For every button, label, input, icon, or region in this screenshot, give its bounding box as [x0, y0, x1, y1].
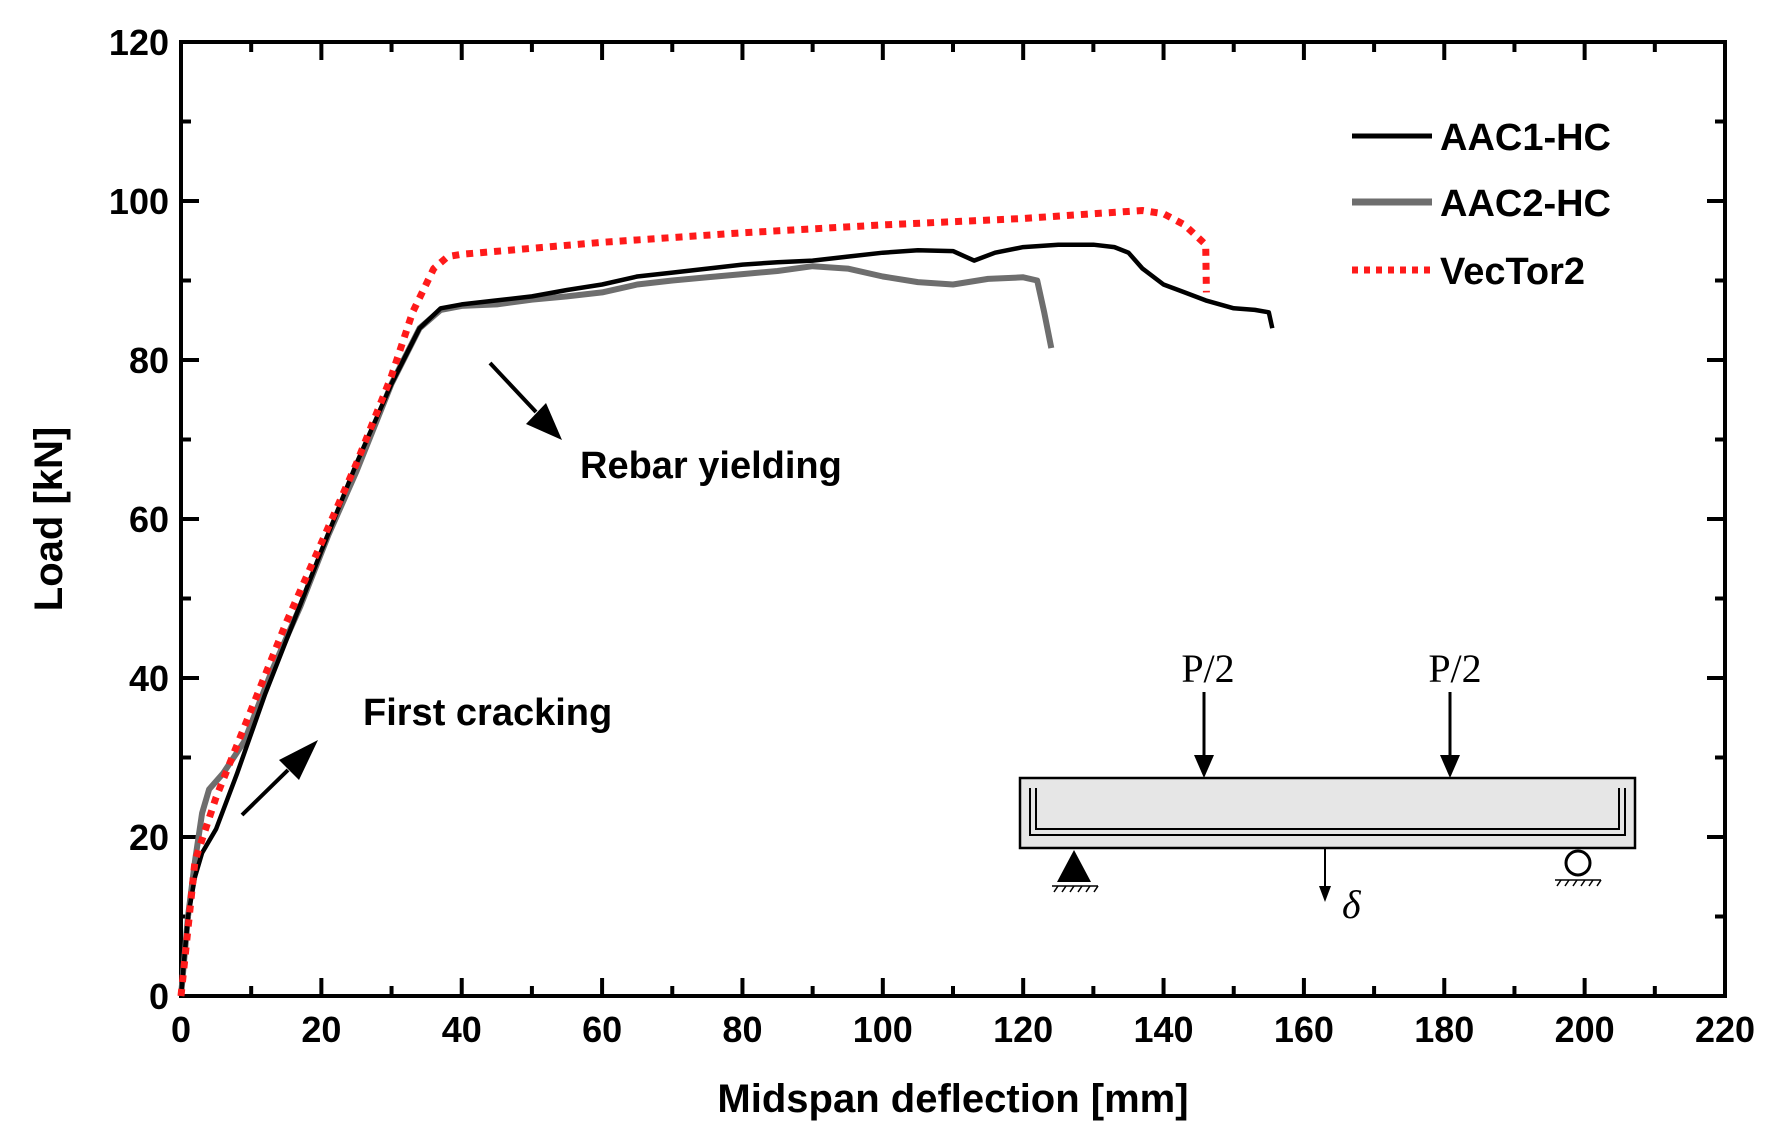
rebar-arrow-head — [526, 403, 562, 440]
x-tick-label: 100 — [853, 1009, 913, 1050]
legend-label-aac2: AAC2-HC — [1440, 183, 1611, 225]
crack-arrow-head — [279, 740, 318, 780]
beam-rebar — [1029, 788, 1626, 836]
annotation-rebar-yielding: Rebar yielding — [488, 361, 842, 487]
beam-schematic: P/2 P/2 δ — [1018, 646, 1637, 927]
y-tick-label: 60 — [129, 499, 169, 540]
load-arrow-right-head — [1440, 755, 1460, 778]
x-tick-label: 180 — [1414, 1009, 1474, 1050]
roller-support-icon — [1564, 849, 1592, 877]
pin-support-hatch — [1052, 885, 1099, 893]
x-tick-label: 20 — [301, 1009, 341, 1050]
x-tick-label: 0 — [171, 1009, 191, 1050]
y-tick-label: 120 — [109, 22, 169, 63]
legend: AAC1-HC AAC2-HC VecTor2 — [1352, 117, 1611, 293]
x-tick-label: 200 — [1555, 1009, 1615, 1050]
series-line-aac2-hc — [178, 263, 1055, 997]
y-tick-label: 80 — [129, 340, 169, 381]
annotation-first-cracking: First cracking — [240, 692, 612, 817]
legend-label-aac1: AAC1-HC — [1440, 117, 1611, 159]
x-tick-label: 160 — [1274, 1009, 1334, 1050]
x-tick-label: 80 — [722, 1009, 762, 1050]
y-tick-label: 40 — [129, 658, 169, 699]
x-tick-label: 220 — [1695, 1009, 1755, 1050]
pin-support-icon — [1057, 850, 1091, 882]
series-line-vector2 — [177, 207, 1210, 997]
y-tick-label: 20 — [129, 817, 169, 858]
beam-body — [1018, 776, 1637, 850]
tick-labels: 0 20 40 60 80 100 120 140 160 180 200 220 0 20 40 60 80 1… — [109, 22, 1755, 1050]
rebar-yielding-label: Rebar yielding — [580, 445, 842, 487]
x-tick-label: 60 — [582, 1009, 622, 1050]
load-arrow-left-head — [1194, 755, 1214, 778]
y-tick-label: 0 — [149, 976, 169, 1017]
y-tick-label: 100 — [109, 181, 169, 222]
x-tick-label: 140 — [1134, 1009, 1194, 1050]
roller-support-hatch — [1555, 879, 1602, 887]
beam-rebar-inner — [1035, 788, 1620, 830]
series-line-aac1-hc — [178, 242, 1275, 997]
x-axis-title: Midspan deflection [mm] — [717, 1077, 1188, 1121]
load-label-left: P/2 — [1181, 646, 1234, 691]
rebar-arrow-shaft — [488, 361, 538, 414]
deflection-symbol: δ — [1342, 882, 1362, 927]
first-cracking-label: First cracking — [363, 692, 612, 734]
y-axis-title: Load [kN] — [27, 427, 71, 611]
axis-ticks — [179, 40, 1727, 998]
legend-label-vector2: VecTor2 — [1440, 251, 1585, 293]
crack-arrow-shaft — [240, 768, 290, 817]
x-tick-label: 40 — [442, 1009, 482, 1050]
load-label-right: P/2 — [1428, 646, 1481, 691]
x-tick-label: 120 — [993, 1009, 1053, 1050]
deflection-arrow-head — [1319, 886, 1331, 902]
series-layer — [177, 207, 1275, 997]
